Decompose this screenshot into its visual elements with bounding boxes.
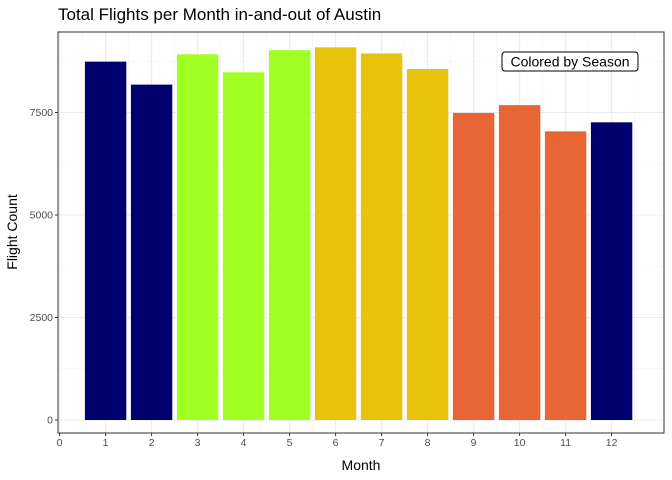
bar-month-5: [268, 50, 311, 421]
bar-month-1: [84, 61, 127, 420]
x-tick-label: 12: [606, 437, 618, 449]
bars: [84, 47, 633, 421]
bar-month-8: [406, 69, 449, 420]
bar-month-3: [176, 54, 219, 420]
chart-title: Total Flights per Month in-and-out of Au…: [58, 5, 382, 24]
x-tick-label: 11: [560, 437, 571, 449]
annotation-text: Colored by Season: [510, 54, 629, 70]
x-tick-label: 4: [241, 437, 247, 449]
x-tick-label: 6: [333, 437, 339, 449]
x-tick-label: 9: [471, 437, 477, 449]
y-tick-label: 2500: [30, 312, 54, 324]
x-tick-label: 8: [425, 437, 431, 449]
bar-month-7: [360, 53, 403, 421]
x-axis-ticks: 0 1 2 3 4 5 6 7 8 9 10 11 12: [57, 433, 618, 449]
y-tick-label: 0: [47, 415, 53, 427]
bar-month-4: [222, 72, 265, 420]
x-tick-label: 1: [103, 437, 109, 449]
x-tick-label: 0: [57, 437, 63, 449]
x-tick-label: 3: [195, 437, 201, 449]
bar-month-9: [452, 112, 495, 420]
y-tick-label: 5000: [30, 210, 54, 222]
bar-month-6: [314, 47, 357, 421]
bar-month-12: [590, 122, 633, 420]
y-axis-ticks: 0 2500 5000 7500: [30, 107, 58, 427]
plot-border: [57, 31, 665, 434]
x-tick-label: 7: [379, 437, 385, 449]
annotation-box: [501, 51, 639, 72]
x-tick-label: 10: [514, 437, 526, 449]
x-axis-title: Month: [342, 457, 381, 473]
bar-month-10: [498, 105, 541, 421]
bar-month-11: [544, 131, 587, 421]
x-tick-label: 5: [287, 437, 293, 449]
season-annotation: Colored by Season: [501, 51, 639, 72]
x-tick-label: 2: [149, 437, 155, 449]
y-axis-title: Flight Count: [4, 194, 20, 270]
y-tick-label: 7500: [30, 107, 54, 119]
bar-month-2: [130, 84, 173, 421]
